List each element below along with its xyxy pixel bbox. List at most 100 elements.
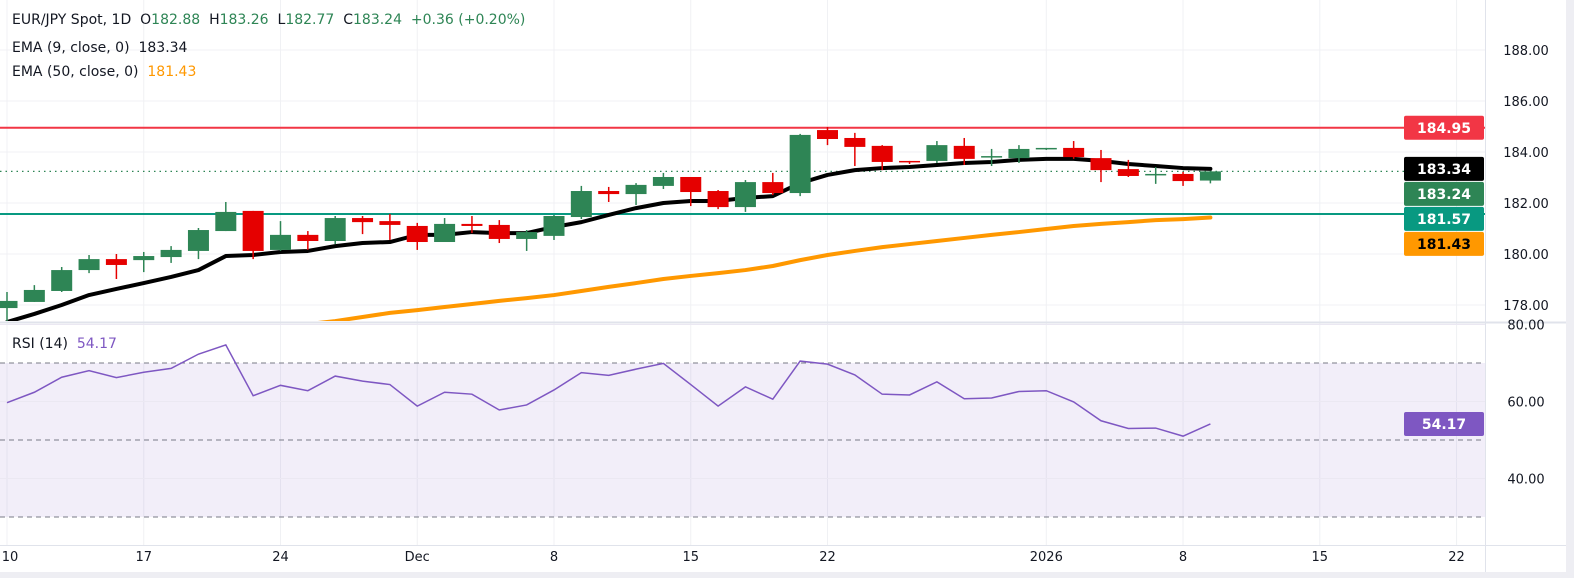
x-tick-label: 10: [2, 550, 19, 565]
low-label: L: [277, 12, 286, 28]
price-badge-text: 181.43: [1417, 237, 1471, 253]
candle-body: [817, 130, 838, 139]
x-tick-label: 24: [272, 550, 289, 565]
candle: [1172, 171, 1194, 186]
candle: [516, 230, 538, 251]
candle: [461, 216, 483, 234]
candle-body: [652, 176, 674, 186]
legend-main: EUR/JPY Spot, 1D O182.88 H183.26 L182.77…: [12, 12, 525, 28]
candle: [1117, 159, 1139, 177]
open-value: 182.88: [151, 12, 201, 28]
candle-body: [488, 224, 510, 239]
candle: [215, 201, 237, 232]
candle-body: [734, 182, 756, 208]
candle-body: [1090, 158, 1112, 171]
candle: [488, 220, 510, 244]
ema50-label: EMA (50, close, 0): [12, 64, 139, 80]
candle: [844, 132, 866, 167]
candle: [570, 185, 592, 220]
right-border: [1566, 0, 1574, 578]
low-value: 182.77: [285, 12, 335, 28]
price-badge-bg: [1404, 206, 1484, 231]
candle: [434, 218, 456, 243]
candle-body: [379, 221, 401, 225]
rsi-tick-label: 80.00: [1507, 319, 1544, 334]
ema50-value: 181.43: [147, 64, 197, 80]
candle-body: [434, 223, 456, 243]
price-tick-label: 182.00: [1503, 197, 1549, 212]
candle: [899, 160, 921, 164]
legend-ema50: EMA (50, close, 0) 181.43: [12, 64, 196, 80]
price-tick-label: 180.00: [1503, 248, 1549, 263]
candle: [324, 216, 346, 245]
high-value: 183.26: [219, 12, 269, 28]
candle-body: [23, 289, 45, 302]
candle: [51, 267, 73, 292]
rsi-tick-label: 40.00: [1507, 473, 1544, 488]
ema50-line: [317, 215, 1213, 321]
change-value: +0.36 (+0.20%): [410, 12, 526, 28]
price-badge-text: 183.24: [1417, 187, 1471, 203]
candle-body: [1063, 147, 1085, 158]
candle: [23, 285, 45, 302]
price-tick-label: 178.00: [1503, 299, 1549, 314]
candle: [598, 186, 620, 202]
candle-body: [516, 232, 538, 239]
candle-body: [270, 234, 291, 250]
price-tick-label: 186.00: [1503, 95, 1549, 110]
rsi-pane: 80.00 60.00 40.00 54.17: [0, 319, 1545, 518]
candle: [1090, 149, 1112, 183]
symbol-title: EUR/JPY Spot, 1D: [12, 12, 132, 28]
x-tick-label: 8: [550, 550, 558, 565]
price-tick-label: 184.00: [1503, 146, 1549, 161]
price-badge-181.57: 181.57: [1404, 206, 1484, 231]
candle: [953, 137, 975, 166]
candle-body: [0, 300, 18, 309]
price-tick-label: 188.00: [1503, 44, 1549, 59]
candle-body: [844, 137, 866, 147]
x-tick-label: 15: [682, 550, 699, 565]
x-tick-label: 17: [135, 550, 152, 565]
candle: [762, 172, 784, 196]
candle: [379, 213, 401, 240]
price-badge-text: 181.57: [1417, 212, 1471, 228]
candle-body: [570, 191, 592, 218]
candle-body: [324, 218, 346, 241]
candle-body: [406, 225, 428, 243]
candle-body: [543, 216, 565, 236]
candle-body: [215, 211, 237, 232]
candle: [1199, 170, 1221, 184]
price-badge-bg: [1404, 115, 1484, 140]
candle: [1145, 167, 1167, 184]
candle: [789, 133, 811, 197]
candle: [133, 251, 155, 273]
candle-body: [160, 249, 182, 258]
candle: [871, 145, 893, 171]
candle: [0, 291, 18, 321]
candle-body: [1035, 147, 1057, 150]
candle-body: [51, 270, 73, 291]
candle: [297, 231, 319, 250]
candle: [78, 255, 100, 274]
candle-body: [707, 191, 729, 208]
x-tick-label: Dec: [405, 550, 430, 565]
close-label: C: [343, 12, 353, 28]
rsi-tick-label: 60.00: [1507, 396, 1544, 411]
candle-body: [981, 156, 1003, 158]
candle: [1063, 141, 1085, 159]
price-badge-184.95: 184.95: [1404, 115, 1484, 140]
candle-body: [1172, 173, 1194, 182]
price-badge-bg: [1404, 231, 1484, 256]
price-badge-text: 184.95: [1417, 121, 1471, 137]
candle-body: [762, 182, 784, 194]
candle: [625, 183, 647, 206]
candle: [817, 127, 838, 146]
candle: [652, 172, 674, 189]
price-badge-183.34: 183.34: [1404, 156, 1484, 181]
candle: [270, 221, 291, 251]
rsi-label: RSI (14): [12, 336, 68, 352]
close-value: 183.24: [353, 12, 402, 28]
candle: [406, 222, 428, 250]
